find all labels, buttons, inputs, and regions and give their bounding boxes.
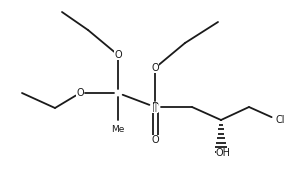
Text: OH: OH [215, 148, 230, 158]
Text: O: O [151, 63, 159, 73]
Text: O: O [76, 88, 84, 98]
Text: O: O [151, 135, 159, 145]
Text: P: P [152, 102, 158, 112]
Text: ||: || [152, 104, 158, 112]
Text: Cl: Cl [275, 115, 285, 125]
Text: Me: Me [111, 126, 125, 135]
Text: O: O [114, 50, 122, 60]
